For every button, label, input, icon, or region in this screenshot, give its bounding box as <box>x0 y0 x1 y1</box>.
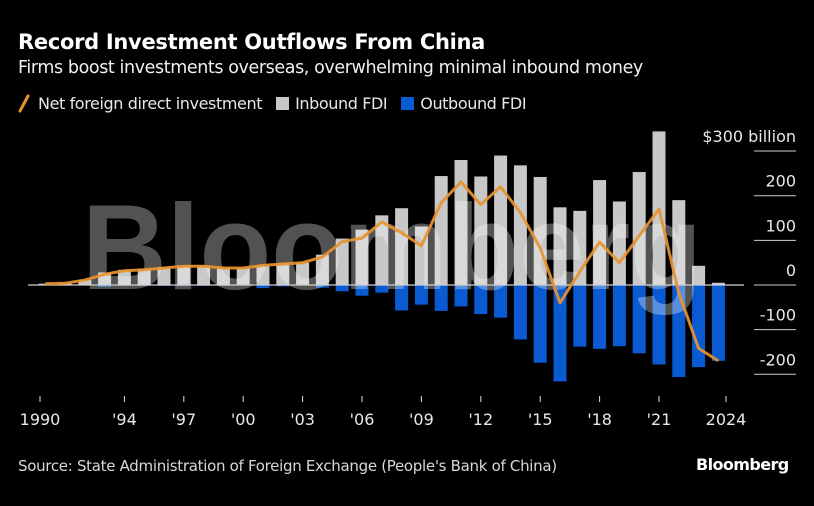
legend-box-swatch <box>401 96 415 110</box>
x-tick-label: '97 <box>171 410 196 429</box>
outbound-bar <box>414 285 428 305</box>
inbound-bar <box>177 265 191 285</box>
inbound-bar <box>434 176 448 285</box>
outbound-bar <box>494 285 508 318</box>
inbound-bar <box>375 215 389 285</box>
x-tick-label: '18 <box>587 410 612 429</box>
outbound-bar <box>672 285 686 377</box>
inbound-bar <box>632 172 646 285</box>
gridlines <box>754 150 796 375</box>
legend-item-net: Net foreign direct investment <box>18 93 262 113</box>
outbound-bar <box>692 285 706 368</box>
outbound-bar <box>553 285 567 382</box>
inbound-bar <box>315 254 329 285</box>
outbound-bar <box>98 285 112 287</box>
inbound-bar <box>593 180 607 285</box>
inbound-bar <box>137 268 151 285</box>
x-tick-label: 1990 <box>20 410 61 429</box>
x-tick-label: '09 <box>409 410 434 429</box>
inbound-bar <box>513 165 527 285</box>
outbound-bar <box>533 285 547 363</box>
x-axis: 1990 '94 '97 '00 '03 '06 '09 '12 '15 '18 '21 2024 <box>20 396 747 429</box>
inbound-bar <box>38 283 52 285</box>
inbound-bar <box>612 201 626 285</box>
x-tick-label: '03 <box>290 410 315 429</box>
legend-box-swatch <box>276 96 290 110</box>
inbound-bar <box>553 207 567 285</box>
x-tick-label: '15 <box>528 410 553 429</box>
x-tick-label: 2024 <box>706 410 747 429</box>
y-tick-label: 0 <box>786 261 796 280</box>
inbound-bar <box>672 200 686 285</box>
inbound-bar <box>335 238 349 285</box>
outbound-bar <box>256 285 270 289</box>
y-tick-label: -200 <box>760 350 796 369</box>
outbound-bar <box>612 285 626 347</box>
outbound-bar <box>474 285 488 315</box>
outbound-bar <box>652 285 666 365</box>
x-tick-label: '00 <box>231 410 256 429</box>
inbound-bar <box>454 159 468 285</box>
legend-item-inbound: Inbound FDI <box>276 93 388 113</box>
x-tick-label: '21 <box>647 410 672 429</box>
inbound-bar <box>117 269 131 285</box>
outbound-bar <box>395 285 409 311</box>
inbound-bar <box>216 267 230 285</box>
outbound-bar <box>434 285 448 311</box>
outbound-bar <box>593 285 607 349</box>
chart-subtitle: Firms boost investments overseas, overwh… <box>18 58 643 78</box>
inbound-bar <box>157 267 171 285</box>
outbound-bar <box>711 285 725 361</box>
inbound-bar <box>355 229 369 285</box>
legend-item-outbound: Outbound FDI <box>401 93 527 113</box>
outbound-bar <box>315 285 329 288</box>
bloomberg-logo: Bloomberg <box>696 455 789 474</box>
outbound-bar <box>276 285 290 287</box>
inbound-bar <box>236 268 250 285</box>
outbound-bar <box>632 285 646 354</box>
legend-line-swatch <box>18 94 30 113</box>
inbound-bar <box>256 265 270 285</box>
watermark: Bloomberg <box>82 179 702 315</box>
x-tick-label: '12 <box>468 410 493 429</box>
outbound-bar <box>573 285 587 347</box>
chart-title: Record Investment Outflows From China <box>18 30 486 54</box>
y-tick-label: -100 <box>760 306 796 325</box>
y-tick-label: $300 billion <box>702 127 796 146</box>
legend-label: Outbound FDI <box>420 93 527 113</box>
source-note: Source: State Administration of Foreign … <box>18 457 557 475</box>
outbound-bar <box>375 285 389 293</box>
legend-label: Net foreign direct investment <box>38 93 263 113</box>
y-tick-label: 200 <box>765 172 796 191</box>
legend-label: Inbound FDI <box>295 93 388 113</box>
net-fdi-line <box>45 180 720 363</box>
x-tick-label: '06 <box>350 410 375 429</box>
y-axis: $300 billion 200 100 0 -100 -200 <box>702 127 796 369</box>
outbound-bar <box>454 285 468 307</box>
outbound-bar <box>513 285 527 340</box>
y-tick-label: 100 <box>765 216 796 235</box>
inbound-bar <box>78 280 92 285</box>
x-tick-label: '94 <box>112 410 137 429</box>
inbound-bar <box>692 265 706 285</box>
inbound-bar <box>197 265 211 285</box>
inbound-bar <box>395 208 409 285</box>
inbound-bar <box>711 282 725 285</box>
outbound-bar <box>355 285 369 296</box>
legend: Net foreign direct investment Inbound FD… <box>18 93 540 113</box>
inbound-bar <box>296 262 310 285</box>
inbound-bar <box>276 263 290 285</box>
outbound-bar <box>335 285 349 292</box>
